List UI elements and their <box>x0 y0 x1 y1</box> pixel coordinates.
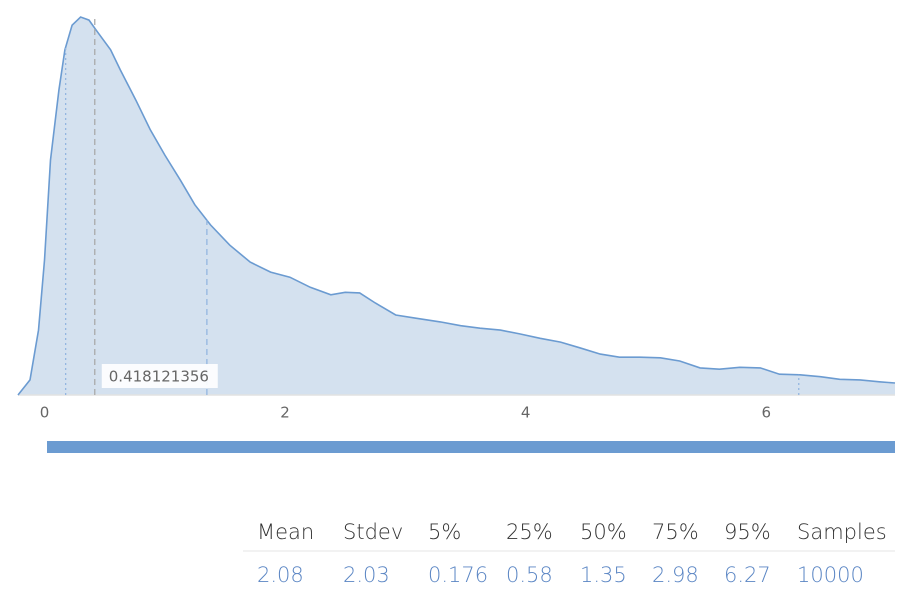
table-value: 0.176 <box>428 563 488 587</box>
hover-label: 0.418121356 <box>109 368 209 386</box>
hover-label-box <box>101 364 218 388</box>
x-tick-label: 0 <box>40 404 50 422</box>
density-line <box>17 16 896 396</box>
samples-rug <box>47 441 895 453</box>
table-value: 2.03 <box>343 563 390 587</box>
x-tick-label: 2 <box>280 404 290 422</box>
table-header: 5% <box>428 520 461 544</box>
table-value: 0.58 <box>506 563 553 587</box>
table-value: 6.27 <box>724 563 771 587</box>
table-header: 50% <box>580 520 627 544</box>
x-tick-label: 6 <box>762 404 772 422</box>
table-header: Stdev <box>343 520 403 544</box>
table-header: Mean <box>257 520 314 544</box>
table-value: 2.08 <box>257 563 304 587</box>
table-header: 25% <box>506 520 553 544</box>
table-value: 2.98 <box>652 563 699 587</box>
table-header: 75% <box>652 520 699 544</box>
table-header: Samples <box>797 520 887 544</box>
table-value: 10000 <box>797 563 864 587</box>
density-area <box>18 17 895 395</box>
x-tick-label: 4 <box>521 404 531 422</box>
table-header: 95% <box>724 520 771 544</box>
table-value: 1.35 <box>580 563 627 587</box>
